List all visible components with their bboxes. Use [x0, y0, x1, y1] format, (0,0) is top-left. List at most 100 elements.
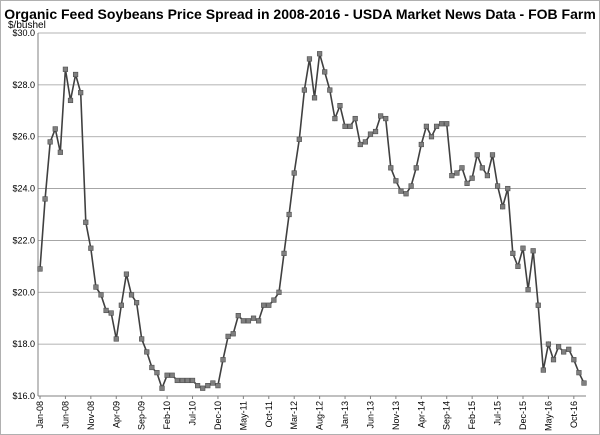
data-point: [428, 134, 435, 140]
data-point: [378, 113, 384, 119]
data-point: [281, 250, 287, 256]
data-point: [164, 372, 170, 378]
data-point: [210, 380, 216, 386]
data-point: [459, 165, 465, 171]
data-point: [505, 185, 511, 192]
data-point: [301, 87, 307, 93]
data-point: [525, 287, 531, 293]
data-point: [261, 302, 267, 308]
data-point: [342, 123, 348, 129]
data-point: [576, 370, 582, 376]
data-point: [200, 385, 206, 391]
data-point: [128, 292, 135, 298]
data-point: [291, 170, 297, 176]
data-point: [454, 170, 460, 176]
data-point: [581, 380, 587, 386]
data-point: [530, 248, 536, 254]
data-point: [139, 336, 145, 342]
data-point: [311, 95, 318, 101]
data-point: [149, 364, 155, 371]
data-point: [469, 175, 475, 181]
x-tick-label: Apr-14: [416, 401, 426, 428]
data-point: [230, 331, 236, 337]
data-point: [286, 211, 292, 218]
x-tick-label: Oct-11: [264, 401, 274, 427]
data-point: [108, 310, 114, 316]
data-point: [423, 123, 429, 129]
data-point: [474, 152, 480, 158]
data-point: [215, 383, 221, 389]
y-tick-label: $20.0: [12, 287, 35, 297]
series-line: [39, 53, 585, 391]
data-point: [515, 263, 521, 269]
data-point: [383, 115, 389, 122]
x-tick-label: Jan-08: [35, 401, 45, 429]
data-point: [189, 377, 196, 384]
data-point: [83, 219, 89, 225]
chart-title: Organic Feed Soybeans Price Spread in 20…: [4, 6, 596, 22]
x-tick-label: Jul-15: [493, 401, 503, 426]
x-tick-label: Sep-09: [137, 401, 147, 430]
data-point: [240, 318, 246, 324]
data-point: [184, 377, 191, 384]
data-point: [67, 97, 74, 104]
x-tick-label: May-11: [238, 401, 248, 430]
data-point: [235, 313, 241, 319]
y-tick-label: $16.0: [12, 391, 35, 401]
data-point: [220, 357, 226, 363]
data-point: [276, 289, 282, 295]
data-point: [296, 136, 302, 142]
data-point: [133, 300, 140, 306]
data-point: [154, 370, 160, 376]
y-tick-label: $30.0: [12, 28, 35, 38]
x-tick-label: Feb-10: [162, 401, 172, 430]
data-point: [47, 139, 53, 145]
data-point: [256, 318, 262, 324]
y-tick-label: $28.0: [12, 80, 35, 90]
data-point: [169, 372, 175, 378]
x-tick-label: Dec-15: [518, 401, 528, 430]
x-tick-label: Jul-10: [188, 401, 198, 426]
data-point: [113, 336, 119, 342]
data-point: [408, 183, 414, 189]
x-tick-label: Nov-13: [391, 401, 401, 430]
data-point: [561, 349, 567, 355]
data-point: [62, 66, 69, 72]
data-point: [57, 149, 63, 155]
x-tick-label: Sep-14: [442, 401, 452, 430]
data-point: [317, 51, 323, 57]
x-tick-labels: Jan-08 Jun-08 Nov-08 Apr-09 Sep-09 Feb-10 Jul-…: [35, 401, 579, 431]
data-point: [42, 196, 48, 202]
y-tick-label: $18.0: [12, 339, 35, 349]
data-point: [98, 292, 104, 298]
x-tick-label: Dec-10: [213, 401, 223, 430]
data-point: [500, 204, 506, 210]
data-point: [398, 188, 404, 194]
data-point: [118, 302, 124, 308]
x-tick-label: Jan-13: [340, 401, 350, 429]
x-tick-label: Oct-16: [569, 401, 579, 428]
axes: [37, 33, 586, 399]
data-point: [123, 271, 130, 277]
data-point: [449, 173, 455, 179]
data-point: [566, 346, 572, 352]
data-point: [388, 165, 394, 171]
data-point: [484, 173, 491, 179]
data-point: [347, 123, 353, 129]
data-point: [332, 115, 338, 122]
data-point: [266, 302, 272, 308]
data-point: [489, 152, 496, 158]
data-point: [520, 245, 526, 251]
data-point: [72, 71, 79, 78]
x-tick-label: Feb-15: [467, 401, 477, 430]
data-point: [337, 103, 343, 109]
data-point: [550, 357, 557, 363]
y-tick-label: $22.0: [12, 235, 35, 245]
x-tick-label: Apr-09: [111, 401, 121, 428]
data-point: [479, 165, 485, 171]
data-point: [78, 90, 84, 96]
data-point: [362, 139, 368, 145]
data-point: [271, 297, 277, 303]
